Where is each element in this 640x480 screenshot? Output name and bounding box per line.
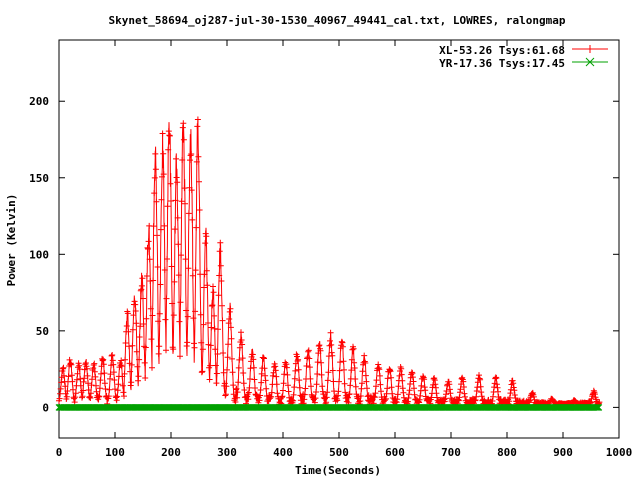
y-tick-label: 50	[36, 325, 49, 338]
series-yr-markers	[55, 403, 603, 411]
x-tick-label: 0	[56, 446, 63, 459]
y-tick-label: 0	[42, 401, 49, 414]
x-tick-label: 200	[161, 446, 181, 459]
x-tick-label: 900	[553, 446, 573, 459]
y-tick-label: 150	[29, 172, 49, 185]
x-tick-label: 1000	[606, 446, 633, 459]
y-tick-label: 200	[29, 95, 49, 108]
x-tick-label: 100	[105, 446, 125, 459]
legend-label-yr: YR-17.36 Tsys:17.45	[439, 57, 565, 70]
series-yr	[55, 403, 603, 411]
series-xl-line	[58, 119, 600, 407]
legend: XL-53.26 Tsys:61.68 YR-17.36 Tsys:17.45	[439, 44, 608, 70]
series-xl-markers	[56, 116, 603, 408]
x-tick-label: 400	[273, 446, 293, 459]
x-tick-label: 300	[217, 446, 237, 459]
chart-title: Skynet_58694_oj287-jul-30-1530_40967_494…	[109, 14, 566, 27]
y-axis-label: Power (Kelvin)	[5, 194, 18, 287]
x-tick-label: 500	[329, 446, 349, 459]
axis-ticks	[58, 40, 620, 438]
y-tick-labels: 0 50 100 150 200	[29, 95, 49, 414]
x-tick-labels: 0 100 200 300 400 500 600 700 800 900 1000	[56, 446, 633, 459]
y-tick-label: 100	[29, 248, 49, 261]
x-tick-label: 700	[441, 446, 461, 459]
x-axis-label: Time(Seconds)	[295, 464, 381, 477]
legend-marker-yr	[585, 57, 595, 67]
legend-marker-xl	[586, 45, 594, 53]
x-tick-label: 600	[385, 446, 405, 459]
series-xl	[56, 116, 603, 408]
legend-label-xl: XL-53.26 Tsys:61.68	[439, 44, 565, 57]
x-tick-label: 800	[497, 446, 517, 459]
